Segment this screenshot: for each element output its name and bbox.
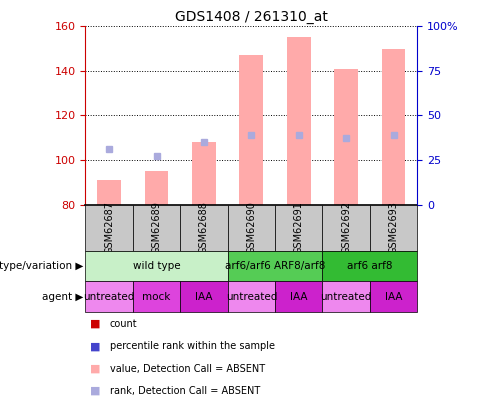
Bar [323, 251, 417, 281]
Text: ■: ■ [90, 341, 101, 351]
Text: GSM62687: GSM62687 [104, 201, 114, 254]
Text: GSM62692: GSM62692 [341, 201, 351, 254]
Bar [323, 205, 370, 251]
Text: IAA: IAA [195, 292, 213, 302]
Bar [192, 142, 216, 205]
Bar [287, 37, 310, 205]
Text: GSM62688: GSM62688 [199, 201, 209, 254]
Text: ■: ■ [90, 319, 101, 329]
Bar [133, 205, 180, 251]
Text: value, Detection Call = ABSENT: value, Detection Call = ABSENT [110, 364, 265, 373]
Text: untreated: untreated [83, 292, 135, 302]
Bar [323, 281, 370, 312]
Text: wild type: wild type [133, 261, 181, 271]
Text: GSM62691: GSM62691 [294, 201, 304, 254]
Title: GDS1408 / 261310_at: GDS1408 / 261310_at [175, 10, 328, 24]
Text: ■: ■ [90, 386, 101, 396]
Bar [240, 55, 263, 205]
Bar [85, 251, 227, 281]
Bar [382, 49, 406, 205]
Bar [370, 281, 417, 312]
Bar [227, 251, 323, 281]
Text: arf6/arf6 ARF8/arf8: arf6/arf6 ARF8/arf8 [225, 261, 325, 271]
Text: rank, Detection Call = ABSENT: rank, Detection Call = ABSENT [110, 386, 260, 396]
Text: mock: mock [142, 292, 171, 302]
Bar [275, 205, 323, 251]
Bar [85, 281, 133, 312]
Text: IAA: IAA [385, 292, 402, 302]
Text: ■: ■ [90, 364, 101, 373]
Bar [227, 281, 275, 312]
Text: arf6 arf8: arf6 arf8 [347, 261, 392, 271]
Bar [133, 281, 180, 312]
Text: GSM62690: GSM62690 [246, 201, 256, 254]
Text: untreated: untreated [225, 292, 277, 302]
Text: percentile rank within the sample: percentile rank within the sample [110, 341, 275, 351]
Text: GSM62693: GSM62693 [388, 201, 399, 254]
Text: IAA: IAA [290, 292, 307, 302]
Bar [144, 171, 168, 205]
Bar [85, 205, 133, 251]
Bar [180, 281, 227, 312]
Text: genotype/variation ▶: genotype/variation ▶ [0, 261, 83, 271]
Bar [275, 281, 323, 312]
Bar [97, 180, 121, 205]
Bar [227, 205, 275, 251]
Text: GSM62689: GSM62689 [151, 201, 162, 254]
Bar [370, 205, 417, 251]
Text: count: count [110, 319, 138, 329]
Bar [180, 205, 227, 251]
Text: untreated: untreated [321, 292, 372, 302]
Bar [334, 68, 358, 205]
Text: agent ▶: agent ▶ [41, 292, 83, 302]
